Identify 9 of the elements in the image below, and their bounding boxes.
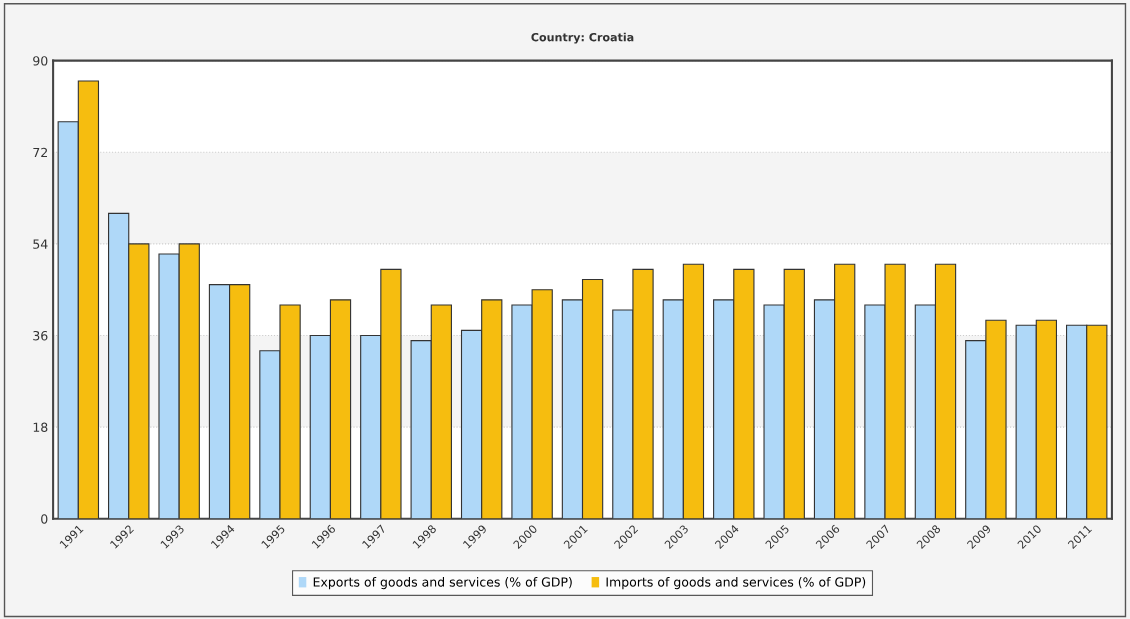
y-tick-label: 36 (33, 330, 48, 341)
y-tick-label: 18 (33, 422, 48, 433)
y-tick-label: 72 (33, 147, 47, 158)
chart-title: Country: Croatia (531, 32, 634, 44)
y-tick-label: 90 (33, 56, 48, 66)
legend-label: Exports of goods and services (% of GDP) (313, 577, 572, 590)
legend-label: Imports of goods and services (% of GDP) (606, 577, 866, 590)
y-tick-label: 54 (33, 239, 48, 249)
y-tick-label: 0 (41, 514, 48, 524)
